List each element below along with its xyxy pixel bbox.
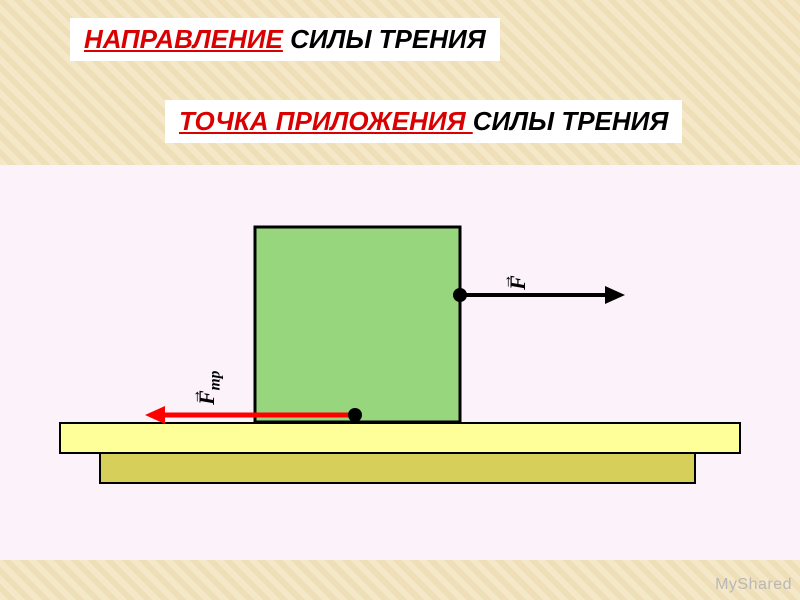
label-friction-force: F→тр (194, 371, 224, 405)
friction-diagram (0, 165, 800, 560)
heading-application-emphasis: ТОЧКА ПРИЛОЖЕНИЯ (179, 106, 473, 136)
heading-direction: НАПРАВЛЕНИЕ СИЛЫ ТРЕНИЯ (70, 18, 500, 61)
watermark: MyShared (715, 576, 792, 594)
label-applied-force: F→ (505, 275, 531, 290)
heading-application-rest: СИЛЫ ТРЕНИЯ (473, 106, 669, 136)
heading-application-point: ТОЧКА ПРИЛОЖЕНИЯ СИЛЫ ТРЕНИЯ (165, 100, 682, 143)
heading-direction-emphasis: НАПРАВЛЕНИЕ (84, 24, 283, 54)
background-bottom-stripes (0, 560, 800, 600)
heading-direction-rest: СИЛЫ ТРЕНИЯ (283, 24, 486, 54)
